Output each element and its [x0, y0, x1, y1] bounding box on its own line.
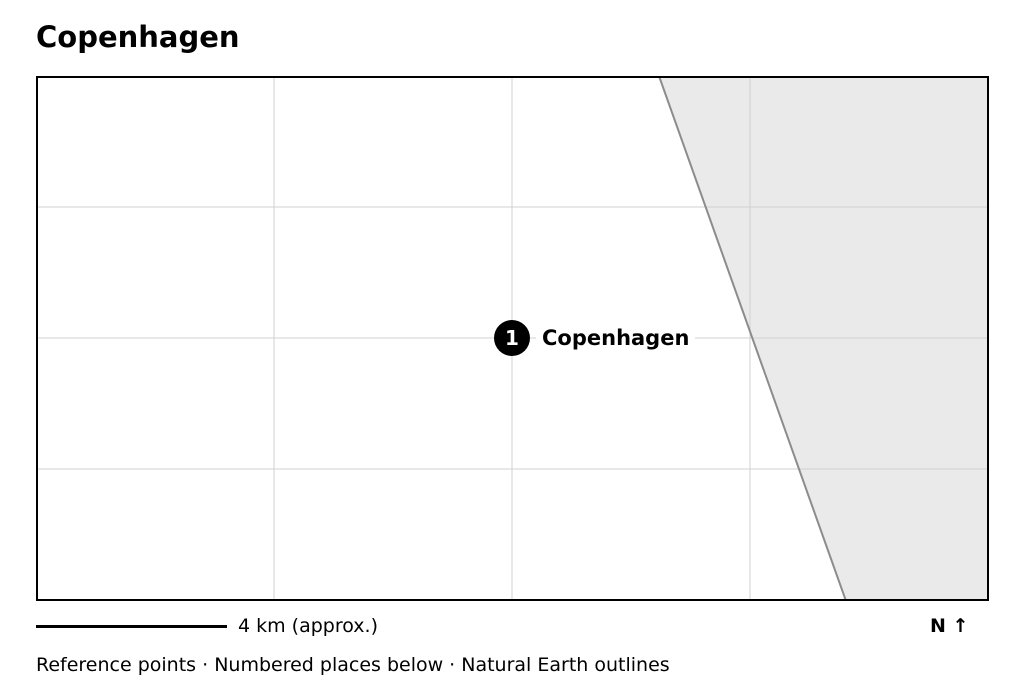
scale-label: 4 km (approx.): [238, 615, 378, 637]
place-marker-1[interactable]: 1: [494, 320, 530, 356]
north-arrow: N ↑: [930, 615, 969, 637]
coastline: [658, 76, 847, 601]
place-label-copenhagen: Copenhagen: [536, 323, 696, 353]
map-border: [36, 76, 989, 601]
map-view[interactable]: 1 Copenhagen: [36, 76, 989, 601]
map-title: Copenhagen: [36, 20, 240, 54]
map-canvas: [36, 76, 989, 601]
map-attribution: Reference points · Numbered places below…: [36, 654, 670, 676]
scale-bar: [36, 625, 227, 628]
